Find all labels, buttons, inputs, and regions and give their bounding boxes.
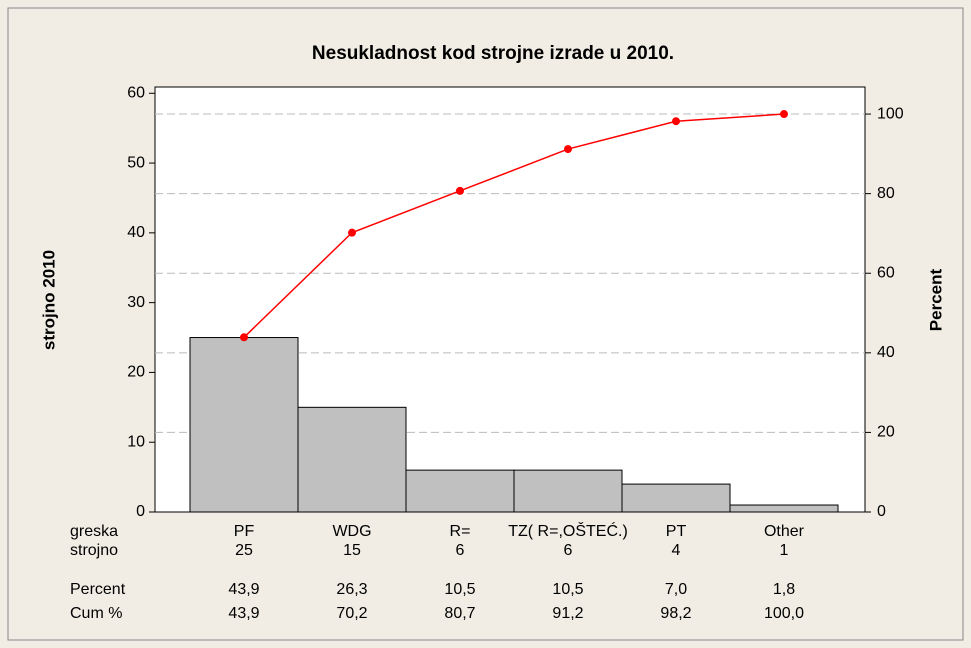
cumulative-point [456, 186, 464, 195]
y-tick-label: 60 [127, 84, 145, 101]
chart-title: Nesukladnost kod strojne izrade u 2010. [312, 43, 674, 64]
cum-label: 98,2 [660, 605, 691, 622]
percent-label: 7,0 [665, 581, 687, 598]
y-tick-label: 30 [127, 294, 145, 311]
x-tick-label: Other [764, 523, 805, 540]
y-tick-label: 0 [136, 503, 145, 520]
count-label: 15 [343, 542, 361, 559]
y-tick-label: 40 [127, 224, 145, 241]
cumulative-point [240, 333, 248, 342]
y2-tick-label: 40 [877, 344, 895, 361]
x-axis-label: greska [70, 523, 118, 540]
percent-label: 10,5 [444, 581, 475, 598]
row-label: strojno [70, 542, 118, 559]
y-tick-label: 50 [127, 154, 145, 171]
y2-tick-label: 80 [877, 185, 895, 202]
cumulative-point [780, 110, 788, 119]
cumulative-point [348, 228, 356, 237]
percent-label: 1,8 [773, 581, 795, 598]
y2-tick-label: 0 [877, 503, 886, 520]
bar [729, 504, 839, 513]
y-axis-label: strojno 2010 [39, 250, 58, 350]
y2-tick-label: 20 [877, 424, 895, 441]
bar [189, 337, 299, 513]
y-tick-label: 20 [127, 364, 145, 381]
percent-label: 26,3 [336, 581, 367, 598]
row-label: Percent [70, 581, 126, 598]
count-label: 25 [235, 542, 253, 559]
cumulative-point [564, 145, 572, 154]
count-label: 6 [564, 542, 573, 559]
y-tick-label: 10 [127, 433, 145, 450]
cum-label: 70,2 [336, 605, 367, 622]
cumulative-point [672, 117, 680, 126]
count-label: 6 [456, 542, 465, 559]
x-tick-label: PF [234, 523, 255, 540]
cum-label: 91,2 [552, 605, 583, 622]
y2-tick-label: 100 [877, 105, 904, 122]
x-tick-label: WDG [332, 523, 371, 540]
cum-label: 80,7 [444, 605, 475, 622]
count-label: 1 [780, 542, 789, 559]
bar [297, 406, 407, 513]
x-tick-label: R= [450, 523, 471, 540]
y2-tick-label: 60 [877, 264, 895, 281]
percent-label: 43,9 [228, 581, 259, 598]
x-tick-label: TZ( R=,OŠTEĆ.) [508, 521, 628, 540]
bar [621, 483, 731, 513]
bar [513, 469, 623, 513]
cum-label: 43,9 [228, 605, 259, 622]
cum-label: 100,0 [764, 605, 804, 622]
row-label: Cum % [70, 605, 122, 622]
count-label: 4 [672, 542, 681, 559]
y2-axis-label: Percent [926, 268, 945, 331]
cumulative-line [243, 113, 785, 338]
percent-label: 10,5 [552, 581, 583, 598]
bar [405, 469, 515, 513]
x-tick-label: PT [666, 523, 687, 540]
